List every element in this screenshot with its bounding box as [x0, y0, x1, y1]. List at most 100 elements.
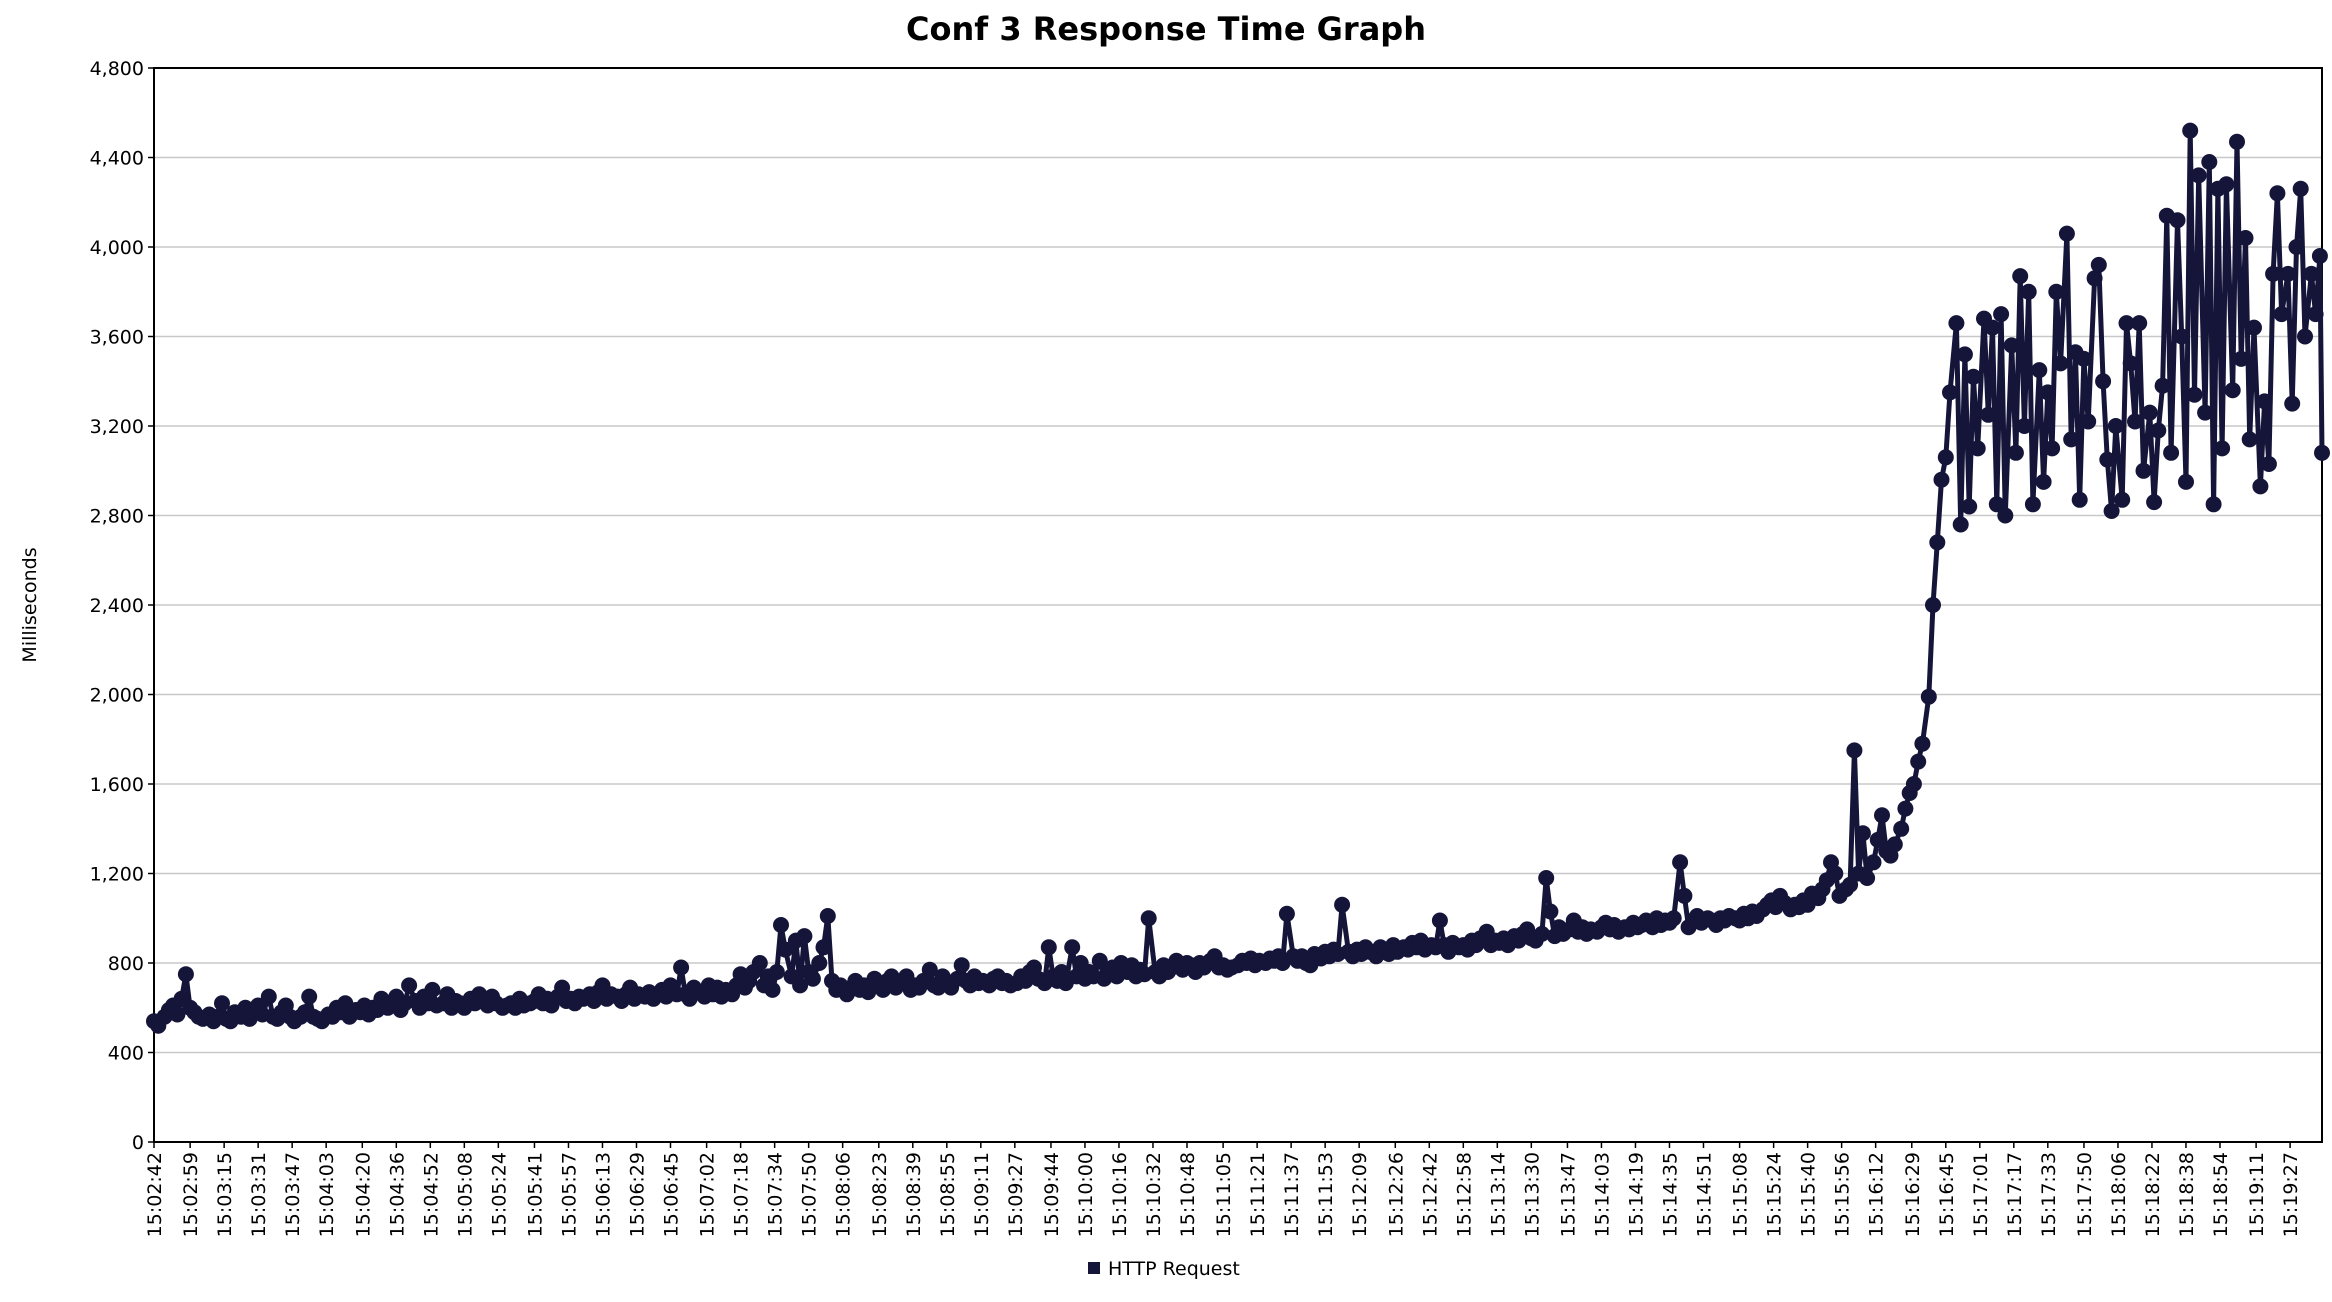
data-point	[751, 955, 768, 971]
series-http-request	[146, 122, 2330, 1034]
data-point	[1929, 534, 1946, 551]
data-point	[2246, 319, 2262, 336]
data-point	[169, 1006, 186, 1023]
x-tick-label: 15:05:24	[488, 1152, 510, 1237]
data-point	[1854, 825, 1871, 842]
data-point	[2086, 270, 2103, 287]
x-tick-label: 15:07:50	[799, 1152, 821, 1237]
data-point	[1676, 887, 1693, 904]
x-tick-label: 15:06:13	[592, 1152, 614, 1237]
x-tick-label: 15:07:02	[697, 1152, 719, 1237]
x-tick-label: 15:17:17	[2004, 1152, 2026, 1237]
x-tick-label: 15:11:37	[1281, 1152, 1303, 1237]
data-point	[1914, 735, 1931, 752]
data-point	[2178, 473, 2194, 490]
x-tick-label: 15:10:48	[1177, 1152, 1199, 1237]
data-point	[1952, 516, 1969, 533]
data-point	[1865, 854, 1882, 871]
data-point	[1091, 952, 1108, 969]
x-tick-label: 15:03:31	[248, 1152, 270, 1237]
y-tick-label: 1,600	[90, 774, 144, 796]
x-tick-label: 15:14:51	[1693, 1152, 1715, 1237]
data-point	[2292, 180, 2309, 197]
data-point	[921, 961, 938, 978]
data-point	[1040, 939, 1057, 956]
x-tick-label: 15:11:53	[1315, 1152, 1337, 1237]
x-tick-label: 15:02:59	[180, 1152, 202, 1237]
data-point	[1827, 865, 1844, 882]
x-tick-label: 15:16:29	[1902, 1152, 1924, 1237]
x-tick-label: 15:18:06	[2108, 1152, 2130, 1237]
data-point	[2154, 377, 2171, 394]
data-point	[2303, 265, 2320, 282]
data-point	[2035, 473, 2052, 490]
data-point	[2311, 248, 2328, 264]
x-tick-label: 15:06:45	[660, 1152, 682, 1237]
data-point	[177, 966, 194, 983]
x-tick-label: 15:03:47	[282, 1152, 304, 1237]
legend-swatch	[1088, 1262, 1100, 1274]
data-point	[1980, 406, 1997, 423]
x-tick-label: 15:07:34	[765, 1152, 787, 1237]
data-point	[2150, 422, 2167, 439]
data-point	[811, 955, 828, 971]
data-point	[773, 917, 789, 933]
data-point	[2044, 440, 2061, 457]
y-tick-label: 2,800	[90, 506, 144, 528]
data-point	[1278, 905, 1295, 922]
data-point	[1925, 597, 1941, 613]
data-point	[1984, 319, 2001, 336]
data-point	[2003, 337, 2020, 354]
data-point	[2205, 496, 2222, 513]
data-point	[2146, 494, 2163, 511]
data-point	[2280, 265, 2296, 282]
data-point	[2182, 122, 2199, 139]
x-tick-label: 15:09:44	[1041, 1152, 1063, 1237]
data-point	[1431, 912, 1448, 929]
x-tick-label: 15:10:16	[1109, 1152, 1131, 1237]
data-point	[777, 941, 794, 958]
data-point	[2103, 503, 2120, 519]
y-axis-label: Milliseconds	[19, 547, 41, 662]
data-point	[401, 977, 418, 994]
data-point	[1874, 807, 1890, 824]
x-axis: 15:02:42 15:02:59 15:03:15 15:03:31 15:03:47…	[144, 1142, 2302, 1237]
x-tick-label: 15:04:36	[386, 1152, 408, 1237]
x-tick-label: 15:19:27	[2280, 1152, 2302, 1237]
x-tick-label: 15:04:52	[420, 1152, 442, 1237]
x-tick-label: 15:08:39	[903, 1152, 925, 1237]
data-point	[2201, 154, 2218, 170]
data-point	[2071, 491, 2088, 508]
x-tick-label: 15:18:38	[2176, 1152, 2198, 1237]
data-point	[2252, 478, 2269, 495]
data-point	[1665, 910, 1682, 927]
data-point	[1969, 440, 1986, 457]
data-point	[2012, 268, 2029, 285]
data-point	[424, 981, 441, 998]
y-tick-label: 3,600	[90, 327, 144, 349]
data-point	[2284, 395, 2301, 412]
data-point	[2233, 350, 2250, 367]
data-point	[1933, 471, 1950, 488]
series-line	[152, 128, 2325, 1029]
data-point	[1542, 903, 1559, 920]
data-point	[2099, 451, 2116, 468]
data-point	[2218, 176, 2235, 193]
legend: HTTP Request	[1088, 1258, 1240, 1280]
y-tick-label: 0	[132, 1132, 144, 1154]
chart-title: Conf 3 Response Time Graph	[906, 10, 1426, 48]
data-point	[2169, 212, 2186, 229]
x-tick-label: 15:09:11	[971, 1152, 993, 1237]
x-tick-label: 15:13:14	[1487, 1152, 1509, 1237]
data-point	[554, 979, 571, 996]
x-tick-label: 15:08:06	[833, 1152, 855, 1237]
data-point	[1893, 820, 1910, 837]
x-tick-label: 15:05:57	[558, 1152, 580, 1237]
x-tick-label: 15:17:33	[2038, 1152, 2060, 1237]
data-point	[2080, 413, 2097, 430]
x-tick-label: 15:17:01	[1970, 1152, 1992, 1237]
data-point	[2307, 306, 2324, 323]
data-point	[2229, 133, 2245, 150]
data-point	[2186, 386, 2203, 403]
data-point	[2052, 355, 2069, 372]
